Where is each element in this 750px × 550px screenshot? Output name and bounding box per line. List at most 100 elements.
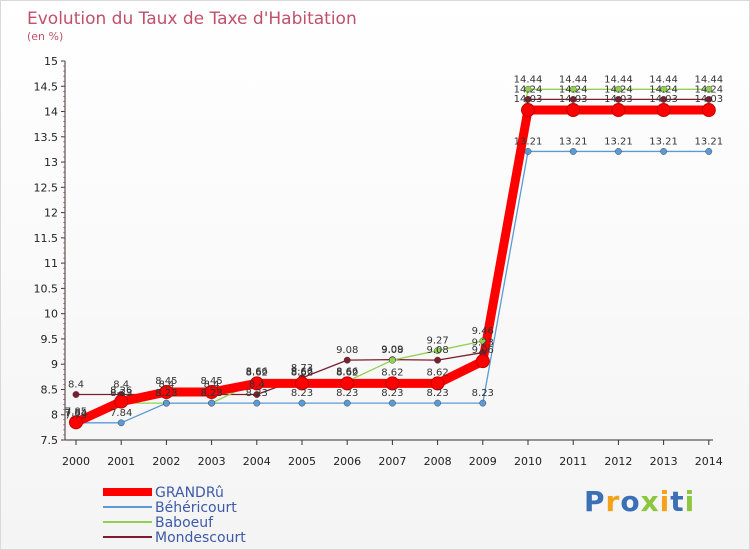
x-tick-label: 2006 <box>333 455 361 468</box>
data-label: 13.21 <box>514 136 543 147</box>
data-label: 14.44 <box>559 74 588 85</box>
data-point <box>430 376 445 391</box>
data-point <box>434 356 441 364</box>
y-tick-label: 14 <box>44 106 58 119</box>
data-point <box>117 419 125 427</box>
x-tick-label: 2011 <box>559 455 587 468</box>
data-label: 14.03 <box>559 94 588 105</box>
data-point <box>159 384 174 399</box>
legend-label: Baboeuf <box>155 515 214 531</box>
axes: 7.5 8 8.5 9 9.5 10 10.5 11 11.5 12 12.5 13 13.5 14 14.… <box>34 55 723 468</box>
x-tick-label: 2007 <box>378 455 406 468</box>
data-label: 9.09 <box>381 345 403 356</box>
y-tick-label: 11.5 <box>34 232 59 245</box>
data-label: 7.79 <box>65 410 87 421</box>
data-point <box>615 85 622 93</box>
data-label: 13.21 <box>604 136 633 147</box>
data-label: 14.24 <box>694 84 723 95</box>
data-point <box>660 148 667 155</box>
data-point <box>701 103 716 118</box>
x-tick-label: 2005 <box>288 455 316 468</box>
data-label: 9.08 <box>336 345 358 356</box>
data-label: 13.21 <box>694 136 723 147</box>
x-tick-label: 2003 <box>198 455 226 468</box>
data-label: 8.4 <box>113 380 129 391</box>
x-tick-label: 2013 <box>650 455 678 468</box>
data-point <box>524 96 532 103</box>
data-label: 8.66 <box>291 366 313 377</box>
data-point <box>521 103 535 118</box>
data-point <box>611 103 626 118</box>
data-point <box>479 337 487 345</box>
data-label: 8.45 <box>155 376 177 387</box>
legend-label: GRANDRû <box>155 485 224 501</box>
y-tick-label: 11 <box>44 257 58 270</box>
data-point <box>660 96 667 103</box>
data-label: 14.24 <box>649 84 678 95</box>
data-label: 9.46 <box>472 326 494 337</box>
data-point <box>253 391 261 398</box>
data-point <box>388 356 396 364</box>
data-label: 8.23 <box>472 388 494 399</box>
chart-subtitle: (en %) <box>27 30 63 43</box>
y-tick-label: 15 <box>44 55 58 68</box>
data-label: 8.23 <box>291 388 313 399</box>
data-point <box>204 384 219 399</box>
data-label: 8.62 <box>426 367 448 378</box>
y-tick-label: 12.5 <box>34 181 59 194</box>
legend-label: Béhéricourt <box>155 500 237 516</box>
logo-letter: x <box>640 485 660 518</box>
data-label: 14.03 <box>694 94 723 105</box>
data-point <box>208 399 216 407</box>
data-label: 14.44 <box>514 74 543 85</box>
data-label: 13.21 <box>559 136 588 147</box>
y-tick-label: 13.5 <box>34 131 59 144</box>
data-point <box>660 85 667 93</box>
data-label: 14.03 <box>604 94 633 105</box>
y-tick-label: 9 <box>51 358 58 371</box>
data-point <box>72 391 80 398</box>
data-label: 8.23 <box>155 388 177 399</box>
data-point <box>343 356 351 364</box>
x-tick-label: 2004 <box>243 455 271 468</box>
data-point <box>434 347 441 354</box>
data-label: 8.23 <box>200 388 222 399</box>
data-label: 8.4 <box>158 380 174 391</box>
x-tick-label: 2010 <box>514 455 542 468</box>
data-label: 8.23 <box>200 388 222 399</box>
y-tick-label: 9.5 <box>41 333 59 346</box>
x-tick-label: 2001 <box>107 455 135 468</box>
y-tick-label: 12 <box>44 207 58 220</box>
data-label: 8.4 <box>68 380 84 391</box>
data-label: 8.66 <box>336 366 358 377</box>
chart-title: Evolution du Taux de Taxe d'Habitation <box>27 9 357 29</box>
data-point <box>656 103 671 118</box>
data-point <box>569 148 577 155</box>
data-point <box>705 148 713 155</box>
data-label: 8.4 <box>249 380 265 391</box>
x-tick-label: 2002 <box>152 455 180 468</box>
data-point <box>249 376 264 391</box>
data-point <box>566 103 581 118</box>
data-point <box>524 85 532 93</box>
data-point <box>388 399 396 407</box>
x-tick-label: 2012 <box>604 455 632 468</box>
data-label: 9.23 <box>472 338 494 349</box>
data-point <box>569 96 577 103</box>
logo-letter: i <box>659 485 671 518</box>
data-label: 14.03 <box>514 94 543 105</box>
data-label: 8.23 <box>336 388 358 399</box>
data-label: 14.24 <box>559 84 588 95</box>
y-tick-label: 13 <box>44 156 58 169</box>
data-point <box>615 148 622 155</box>
proxiti-logo: Proxiti <box>584 485 695 518</box>
y-tick-label: 10.5 <box>34 282 59 295</box>
data-label: 14.03 <box>649 94 678 105</box>
logo-letter: o <box>620 485 641 518</box>
logo-letter: r <box>605 485 621 518</box>
data-point <box>69 415 83 430</box>
data-label: 14.44 <box>694 74 723 85</box>
data-label: 9.08 <box>426 345 448 356</box>
